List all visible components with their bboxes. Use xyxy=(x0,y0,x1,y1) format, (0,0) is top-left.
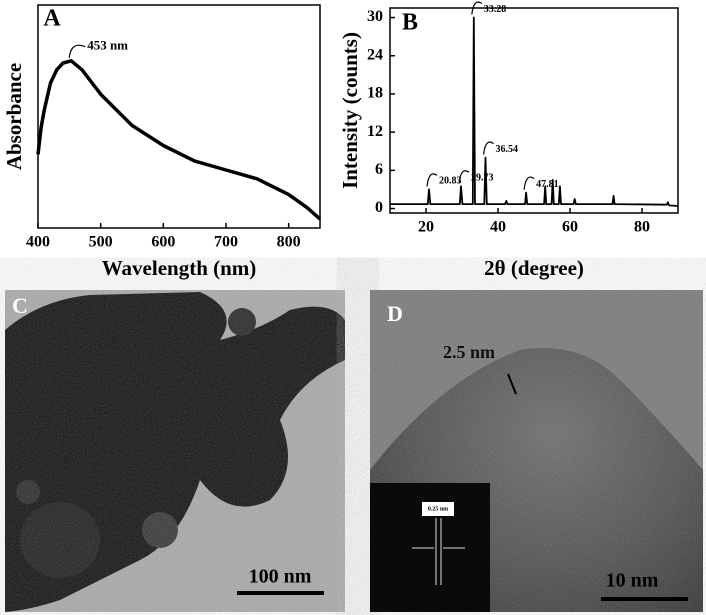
scale-bar-label: 10 nm xyxy=(606,570,659,592)
x-tick-label: 800 xyxy=(277,234,301,251)
annotation: 453 nm xyxy=(87,38,128,53)
annotation: 33.28 xyxy=(484,4,507,15)
y-axis-label: Intensity (counts) xyxy=(338,32,362,189)
x-tick-label: 700 xyxy=(214,234,238,251)
y-axis-label: Absorbance xyxy=(2,63,26,170)
x-axis-label: Wavelength (nm) xyxy=(102,256,257,280)
annotation-arrow xyxy=(68,44,86,58)
x-tick-label: 60 xyxy=(562,219,578,236)
panel-label: A xyxy=(43,6,61,32)
plot-frame xyxy=(37,4,321,229)
x-tick-label: 40 xyxy=(490,219,506,236)
y-tick-label: 30 xyxy=(367,8,383,25)
annotation-arrow xyxy=(471,1,483,15)
annotation: 36.54 xyxy=(496,144,519,155)
x-axis-label: 2θ (degree) xyxy=(484,256,584,280)
x-tick-label: 600 xyxy=(151,234,175,251)
inset-label-box xyxy=(422,502,454,516)
annotation-arrow xyxy=(426,173,438,187)
annotation: 2.5 nm xyxy=(443,342,495,362)
annotation-arrow xyxy=(523,176,535,190)
annotation: 29.73 xyxy=(471,173,494,184)
annotation: 47.81 xyxy=(536,179,559,190)
scale-bar-label: 100 nm xyxy=(249,566,312,588)
annotation-arrow xyxy=(458,170,470,184)
data-line xyxy=(390,16,679,207)
annotation: 20.83 xyxy=(439,176,462,187)
x-tick-label: 400 xyxy=(26,234,50,251)
plot-frame xyxy=(389,7,679,214)
tem-image-c: C 100 nm xyxy=(5,290,345,612)
y-tick-label: 18 xyxy=(367,85,383,102)
panel-label: C xyxy=(12,293,28,318)
x-tick-label: 500 xyxy=(89,234,113,251)
panel-label: D xyxy=(387,301,403,326)
y-tick-label: 12 xyxy=(367,123,383,140)
y-tick-label: 24 xyxy=(367,46,383,63)
inset-label: 0.25 nm xyxy=(428,506,448,512)
panel-label: B xyxy=(402,10,418,36)
tem-image-d: D 2.5 nm 0.25 nm 10 nm xyxy=(370,290,703,612)
x-tick-label: 80 xyxy=(634,219,650,236)
x-tick-label: 20 xyxy=(418,219,434,236)
y-tick-label: 6 xyxy=(375,161,383,178)
annotation-arrow xyxy=(482,141,494,155)
annotation-arrow xyxy=(507,373,517,395)
data-line xyxy=(36,59,322,221)
y-tick-label: 0 xyxy=(375,199,383,216)
